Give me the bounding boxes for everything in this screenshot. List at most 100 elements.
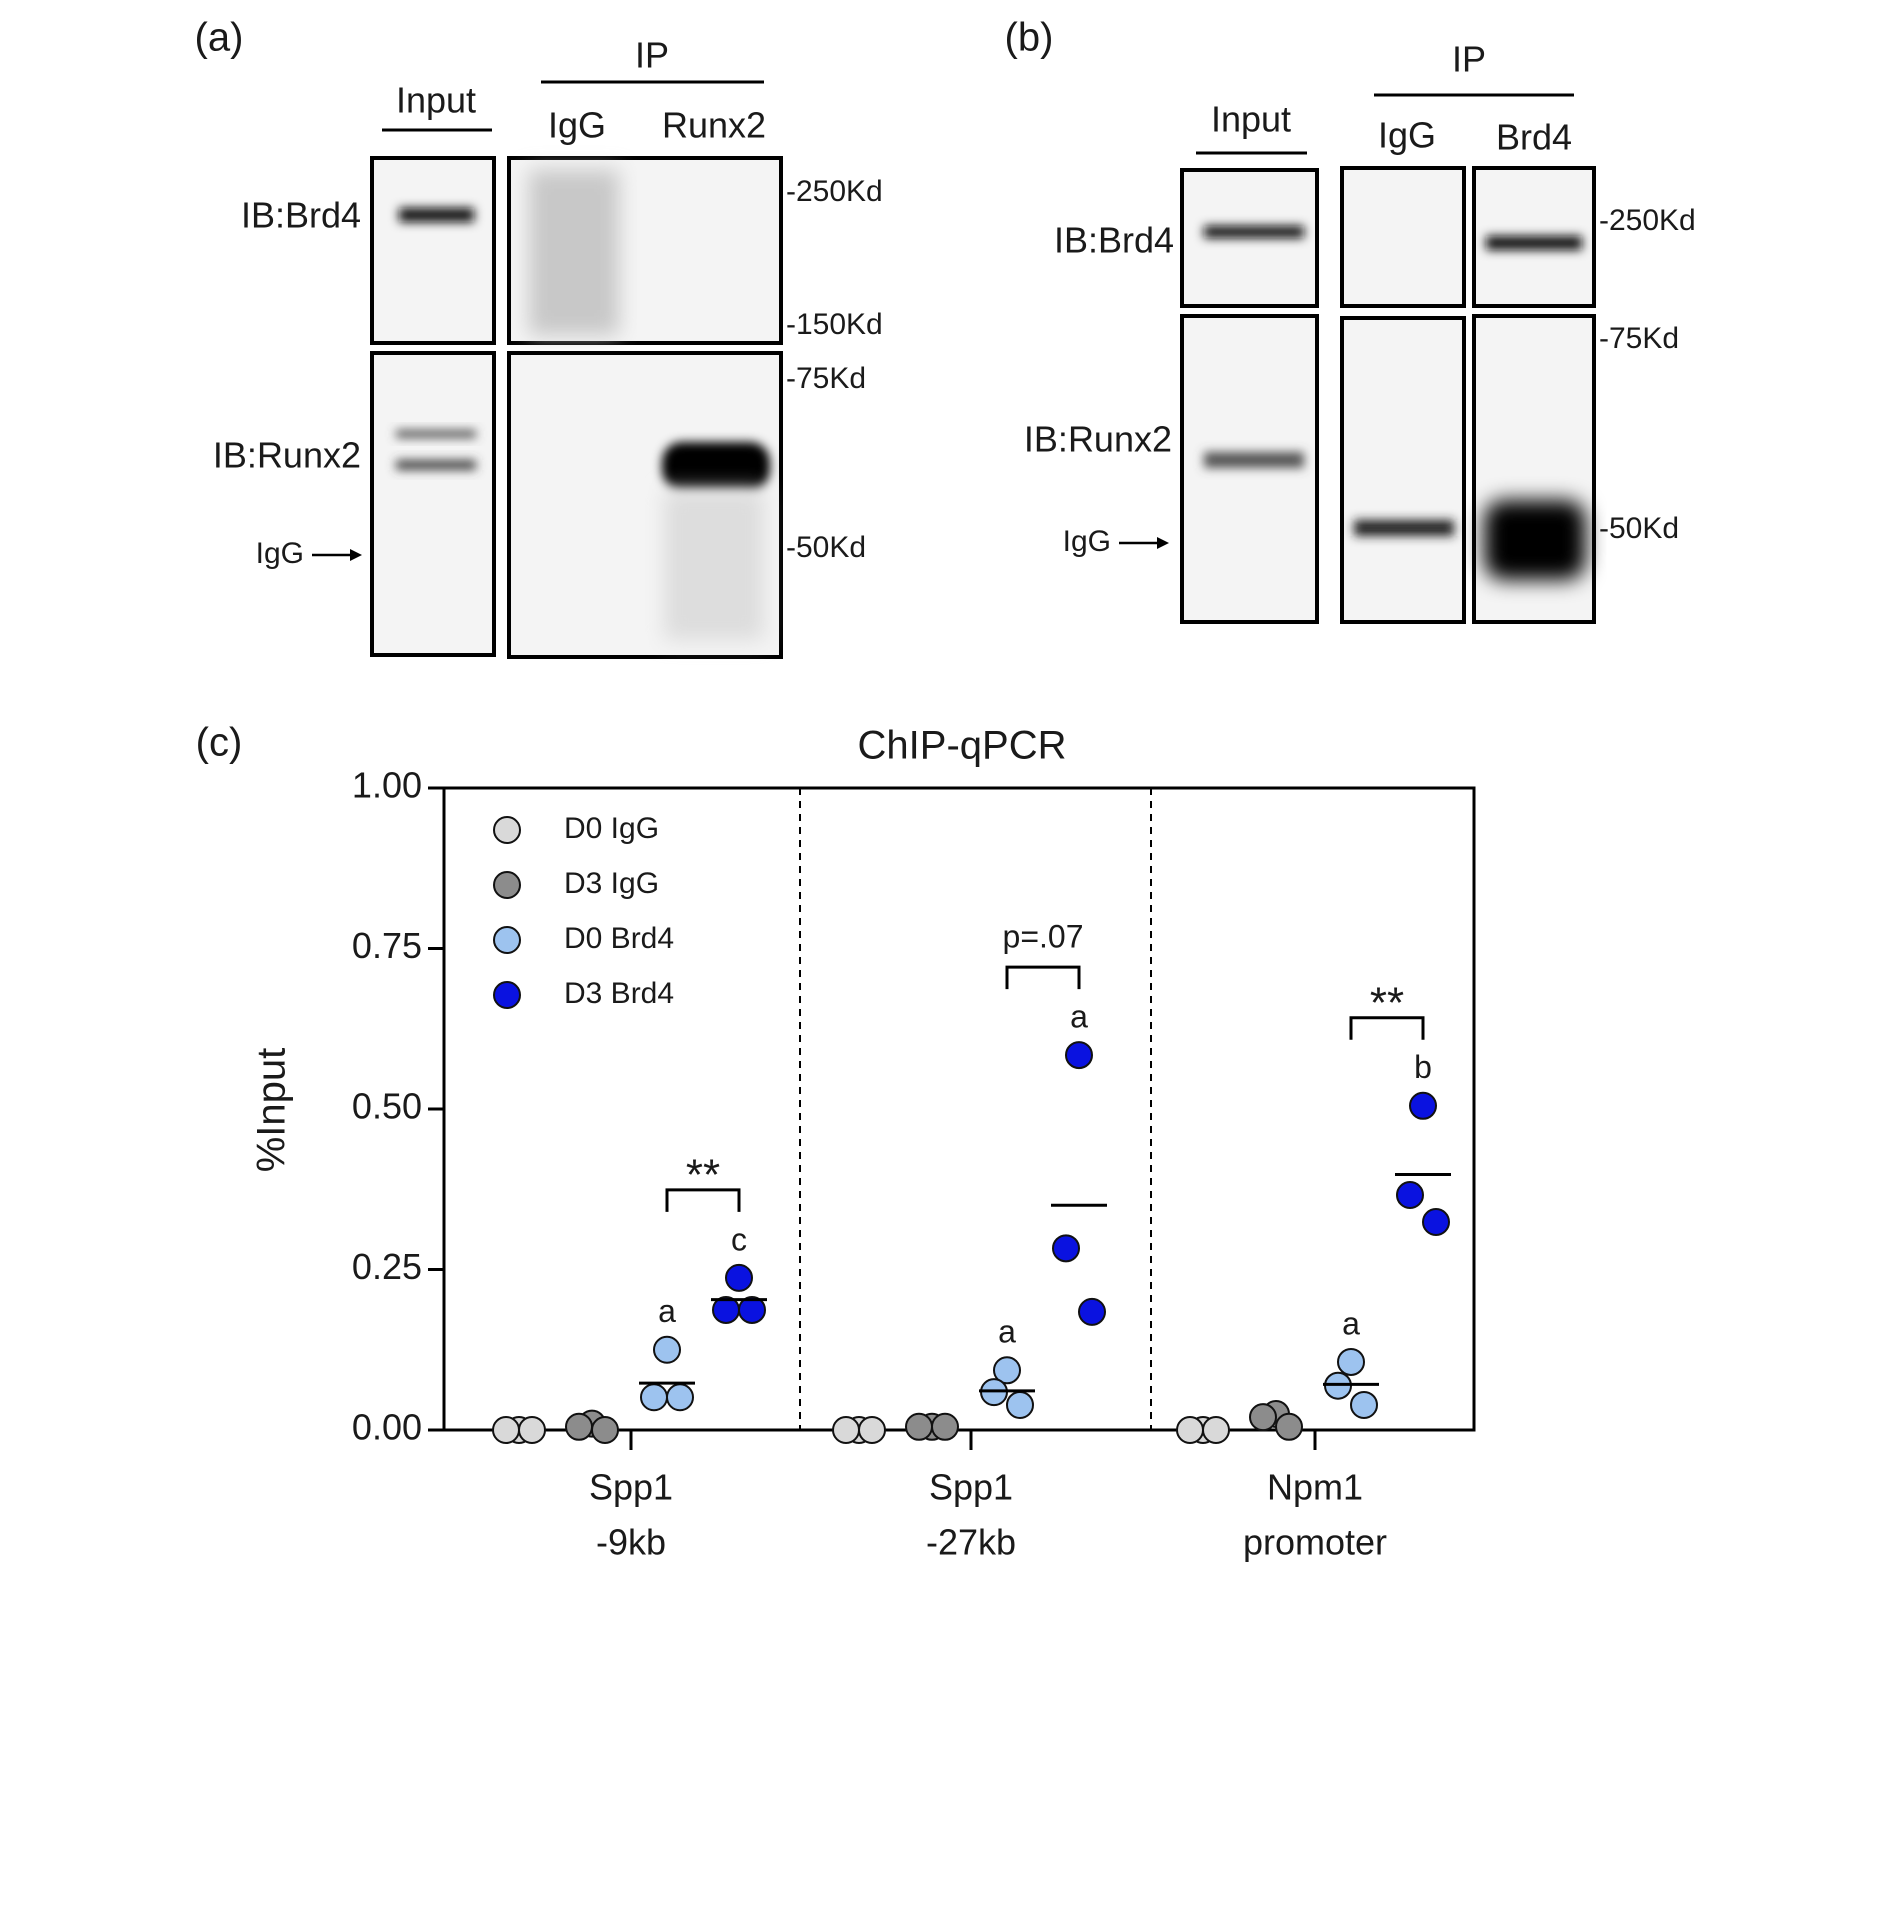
marker: -50Kd [1599,512,1679,545]
bracket-label: ** [686,1150,720,1199]
band [1484,500,1586,580]
band [662,442,770,490]
dot [1078,1297,1106,1326]
lane-header: Input [396,80,476,121]
smear [529,170,619,335]
legend-label: D3 IgG [564,867,659,900]
blot [1340,166,1466,308]
dot [905,1412,933,1441]
dot [832,1416,860,1444]
dot [653,1335,681,1364]
bracket [1349,1016,1425,1040]
dot [1350,1390,1378,1419]
band [1486,236,1582,250]
x-tick-label: promoter [1243,1522,1387,1563]
marker: -250Kd [1599,204,1696,237]
dot [1409,1091,1437,1120]
dot [993,1356,1021,1385]
x-tick-label: Spp1 [929,1467,1013,1508]
marker: -150Kd [786,308,883,341]
dot [1396,1181,1424,1210]
marker: -75Kd [786,362,866,395]
marker: -250Kd [786,175,883,208]
blot [1180,314,1319,624]
panel-label: (b) [1005,16,1054,60]
significance-letter: b [1414,1049,1432,1085]
y-tick-label: 0.25 [352,1246,422,1287]
dot [1249,1403,1277,1432]
marker: -50Kd [786,531,866,564]
legend-swatch [493,871,521,899]
lane-header: IgG [1378,115,1436,156]
significance-letter: a [1070,999,1088,1035]
significance-letter: a [998,1314,1016,1350]
dot [1176,1416,1204,1444]
blot [1340,316,1466,624]
row-label: IB:Runx2 [213,435,361,476]
dot [1052,1234,1080,1263]
x-tick-label: -9kb [596,1522,666,1563]
x-tick-label: -27kb [926,1522,1016,1563]
lane-header: Runx2 [662,105,766,146]
x-tick-label: Spp1 [589,1467,673,1508]
dot [492,1416,520,1444]
lane-header: IP [635,35,669,76]
legend-swatch [493,926,521,954]
dot [1337,1347,1365,1376]
dot [1275,1412,1303,1441]
dot [518,1416,546,1444]
blot [370,156,496,345]
y-axis-label: %Input [250,1048,294,1173]
row-label: IB:Runx2 [1024,419,1172,460]
legend-swatch [493,816,521,844]
significance-letter: c [731,1221,747,1257]
dot [591,1416,619,1444]
y-tick-label: 0.75 [352,925,422,966]
legend-label: D3 Brd4 [564,977,674,1010]
dot [565,1412,593,1441]
row-label: IB:Brd4 [241,195,361,236]
dot [725,1263,753,1292]
y-tick-label: 0.00 [352,1407,422,1448]
dot [858,1416,886,1444]
panel-label: (a) [195,16,244,60]
bracket [1005,965,1081,990]
dot [640,1383,668,1412]
significance-letter: a [1342,1305,1360,1341]
arrow-head [350,549,362,561]
x-tick-label: Npm1 [1267,1467,1363,1508]
bracket-label: ** [1370,978,1404,1027]
arrow-label: IgG [1063,525,1111,558]
dot [1006,1390,1034,1419]
panel-label: (c) [196,721,243,765]
band [399,208,474,222]
lane-header: IgG [548,105,606,146]
arrow-head [1157,537,1169,549]
marker: -75Kd [1599,322,1679,355]
band [1354,520,1454,536]
lane-header: IP [1452,39,1486,80]
dot [1065,1041,1093,1070]
bracket [665,1188,741,1212]
chart-title: ChIP-qPCR [858,724,1067,768]
y-tick-label: 1.00 [352,765,422,806]
blot [370,351,496,657]
legend-label: D0 Brd4 [564,922,674,955]
lane-header: Brd4 [1496,117,1572,158]
arrow-label: IgG [256,537,304,570]
bracket-label: p=.07 [1003,919,1084,955]
lane-header: Input [1211,99,1291,140]
dot [1422,1207,1450,1236]
dot [738,1295,766,1324]
band [1204,226,1304,238]
dot [931,1412,959,1441]
dot [1202,1416,1230,1444]
row-label: IB:Brd4 [1054,220,1174,261]
smear [664,490,764,640]
legend-swatch [493,981,521,1009]
band [396,430,476,438]
dot [666,1383,694,1412]
significance-letter: a [658,1293,676,1329]
